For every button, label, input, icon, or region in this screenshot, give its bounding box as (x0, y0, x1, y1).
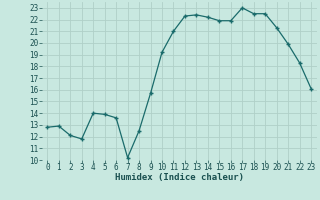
X-axis label: Humidex (Indice chaleur): Humidex (Indice chaleur) (115, 173, 244, 182)
